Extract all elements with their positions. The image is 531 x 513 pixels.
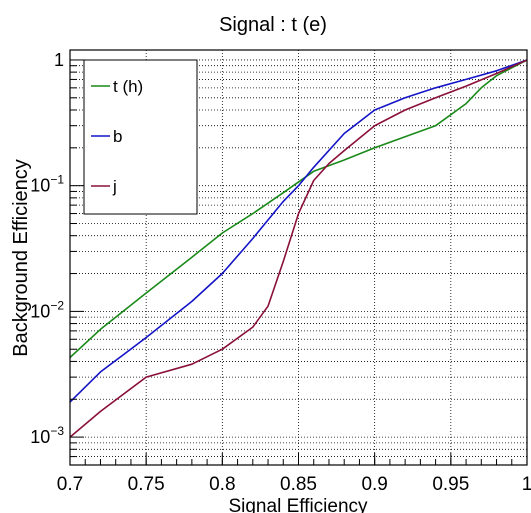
legend-label: t (h)	[113, 77, 143, 96]
roc-curves	[69, 59, 528, 438]
series-line-b	[69, 59, 528, 403]
legend-label: j	[112, 177, 117, 196]
chart-title: Signal : t (e)	[219, 14, 327, 36]
series-line-j	[69, 59, 528, 438]
x-tick-label: 0.85	[280, 474, 317, 495]
y-tick-label: 1	[54, 50, 64, 70]
y-tick-label: 10−3	[30, 424, 64, 447]
x-tick-label: 1	[522, 474, 531, 495]
x-tick-label: 0.95	[432, 474, 469, 495]
legend: t (h) b j	[83, 59, 198, 215]
series-line-t-h-	[69, 59, 528, 359]
y-tick-label: 10−2	[30, 298, 64, 321]
axis-ticks: 0.7 0.75 0.8 0.85 0.9 0.95 1 10−3 10−2 10−1 1	[30, 50, 531, 495]
y-axis-label: Background Efficiency	[10, 159, 32, 357]
x-axis-label: Signal Efficiency	[228, 496, 368, 513]
y-tick-label: 10−1	[30, 173, 64, 196]
x-tick-label: 0.9	[361, 474, 387, 495]
x-tick-label: 0.7	[57, 474, 83, 495]
chart-grid	[69, 50, 528, 466]
x-tick-label: 0.8	[209, 474, 235, 495]
x-tick-label: 0.75	[128, 474, 165, 495]
legend-label: b	[113, 127, 122, 146]
